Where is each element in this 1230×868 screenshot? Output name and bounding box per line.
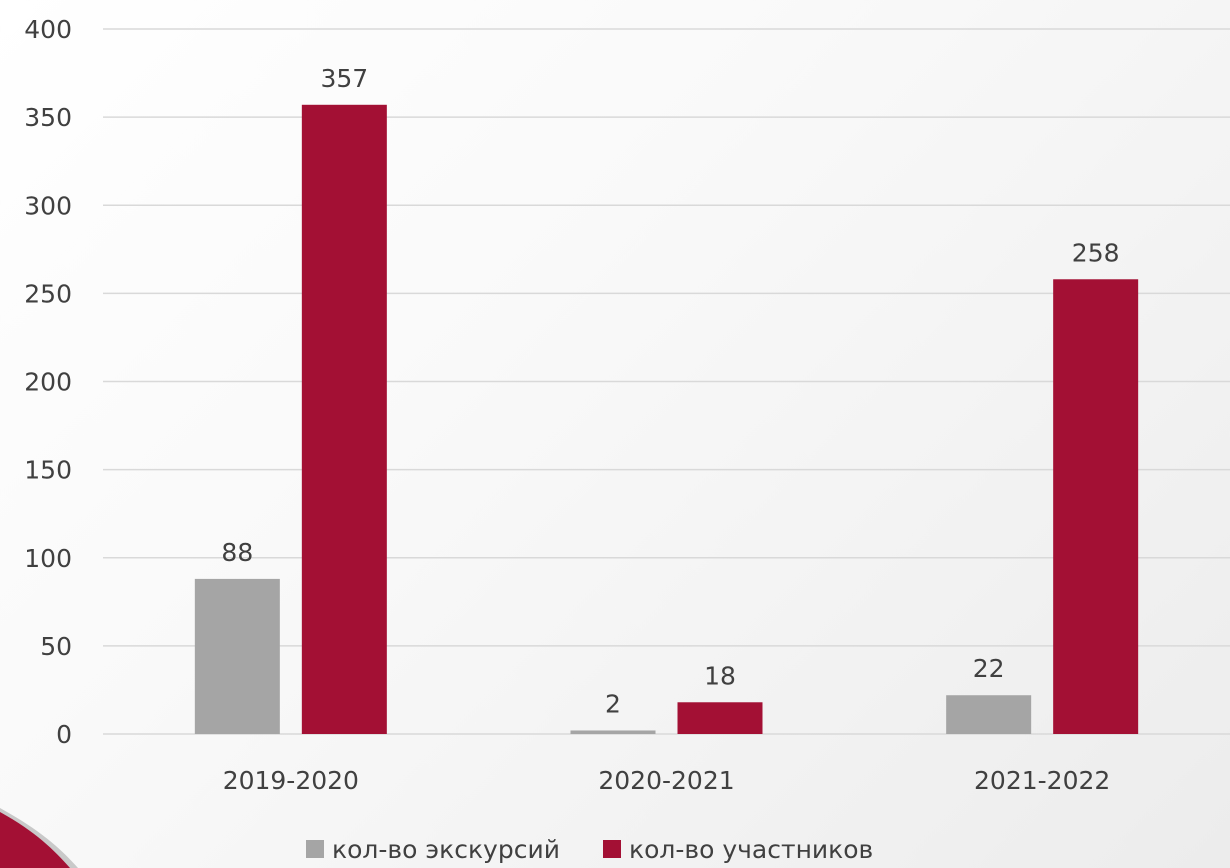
y-tick-label: 300 xyxy=(24,191,72,220)
y-tick-label: 150 xyxy=(24,456,72,485)
data-label: 88 xyxy=(221,538,253,567)
x-axis-ticks: 2019-2020 2020-2021 2021-2022 xyxy=(223,766,1111,795)
corner-accent xyxy=(0,812,70,868)
bar xyxy=(1053,279,1139,734)
bar xyxy=(946,695,1032,734)
y-tick-label: 350 xyxy=(24,103,72,132)
data-label: 22 xyxy=(973,654,1005,683)
x-tick-label: 2021-2022 xyxy=(974,766,1110,795)
legend-swatch xyxy=(603,840,621,858)
data-label: 357 xyxy=(320,64,368,93)
y-axis-ticks: 0 50 100 150 200 250 300 350 400 xyxy=(24,15,72,749)
y-tick-label: 100 xyxy=(24,544,72,573)
data-label: 2 xyxy=(605,689,621,718)
legend-swatch xyxy=(306,840,324,858)
y-tick-label: 0 xyxy=(56,720,72,749)
bars xyxy=(194,104,1139,735)
x-tick-label: 2020-2021 xyxy=(598,766,734,795)
bar xyxy=(301,104,387,735)
x-tick-label: 2019-2020 xyxy=(223,766,359,795)
legend-label: кол-во экскурсий xyxy=(332,835,560,864)
gridlines xyxy=(103,28,1230,735)
legend-label: кол-во участников xyxy=(629,835,873,864)
legend: кол-во экскурсий кол-во участников xyxy=(306,835,873,864)
y-tick-label: 250 xyxy=(24,279,72,308)
corner-decoration xyxy=(0,808,78,868)
y-tick-label: 200 xyxy=(24,368,72,397)
data-labels: 88 357 2 18 22 258 xyxy=(221,64,1119,719)
y-tick-label: 50 xyxy=(40,632,72,661)
bar xyxy=(677,702,763,734)
data-label: 18 xyxy=(704,661,736,690)
y-tick-label: 400 xyxy=(24,15,72,44)
data-label: 258 xyxy=(1072,238,1120,267)
bar xyxy=(194,578,280,734)
bar xyxy=(570,730,656,734)
